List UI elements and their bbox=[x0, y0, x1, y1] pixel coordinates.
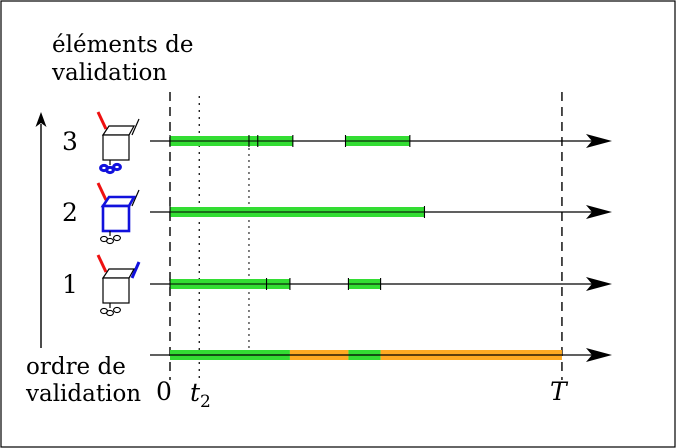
right-antenna bbox=[131, 189, 140, 207]
order-arrow bbox=[35, 112, 47, 348]
box-front bbox=[102, 134, 130, 161]
box-top bbox=[101, 268, 136, 279]
row-label-1: 1 bbox=[62, 270, 78, 299]
elements-label-line1: éléments de bbox=[52, 32, 194, 58]
right-antenna bbox=[130, 261, 141, 279]
box-front bbox=[102, 277, 130, 304]
row-axis-3-arrowhead bbox=[586, 134, 612, 148]
row-axis-2-arrowhead bbox=[586, 205, 612, 219]
row-label-2: 2 bbox=[62, 198, 78, 227]
tick-label-zero: 0 bbox=[156, 377, 172, 406]
left-antenna bbox=[96, 111, 108, 130]
cable-coil-2 bbox=[112, 162, 122, 172]
right-antenna bbox=[131, 118, 140, 136]
validation-rows: 3 2 1 bbox=[62, 111, 612, 317]
left-antenna bbox=[96, 182, 108, 201]
row-icon-2 bbox=[96, 182, 140, 245]
row-2: 2 bbox=[62, 182, 612, 245]
row-icon-3 bbox=[96, 111, 140, 175]
cable-coil-1 bbox=[106, 309, 114, 317]
box-top bbox=[100, 195, 137, 208]
order-label-line2: validation bbox=[25, 381, 141, 407]
box-front bbox=[101, 204, 131, 233]
cable-coil-1 bbox=[105, 165, 115, 175]
summary-axis bbox=[150, 348, 612, 362]
row-label-3: 3 bbox=[62, 127, 78, 156]
order-label-line1: ordre de bbox=[26, 354, 126, 380]
tick-label-T: T bbox=[550, 377, 569, 406]
row-1: 1 bbox=[62, 254, 612, 317]
tick-label-t2-subscript: 2 bbox=[200, 392, 211, 412]
tick-label-t2: t2 bbox=[190, 378, 211, 412]
summary-axis-arrowhead bbox=[586, 348, 612, 362]
cable-coil-2 bbox=[113, 234, 121, 242]
box-top bbox=[101, 125, 136, 136]
elements-label-line2: validation bbox=[51, 60, 167, 86]
cable-coil-1 bbox=[106, 237, 114, 245]
left-antenna bbox=[96, 254, 108, 273]
row-axis-1-arrowhead bbox=[586, 277, 612, 291]
row-icon-1 bbox=[96, 254, 141, 317]
row-3: 3 bbox=[62, 111, 612, 175]
cable-coil-2 bbox=[113, 306, 121, 314]
